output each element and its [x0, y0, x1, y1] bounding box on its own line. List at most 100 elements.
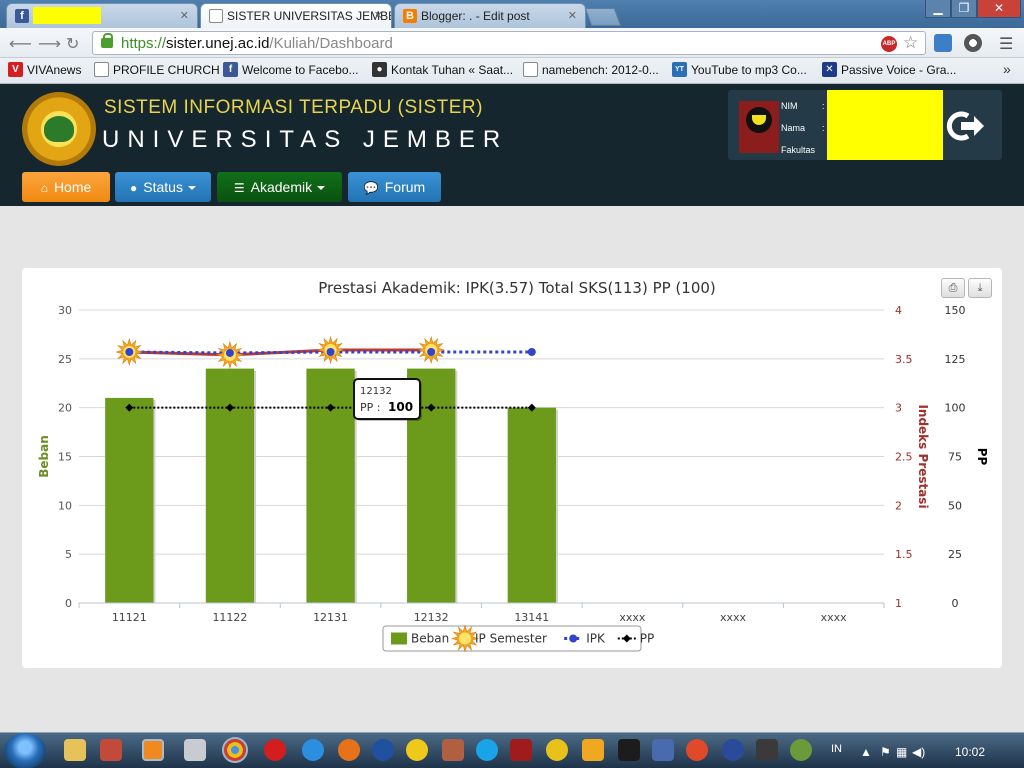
- network-icon[interactable]: ▦: [896, 745, 908, 759]
- bookmark-profile-church[interactable]: PROFILE CHURCH: [94, 62, 220, 77]
- chrome-icon[interactable]: [222, 737, 248, 763]
- nav-label: Status: [143, 179, 183, 195]
- chart-title: Prestasi Akademik: IPK(3.57) Total SKS(1…: [318, 279, 716, 297]
- facebook-icon: f: [15, 9, 29, 23]
- bookmark-label: Kontak Tuhan « Saat...: [391, 63, 514, 77]
- page-icon: [94, 62, 109, 77]
- nama-label: Nama: [781, 123, 806, 133]
- app-icon[interactable]: [372, 739, 394, 761]
- ipk-point: [569, 634, 578, 643]
- avatar: [739, 101, 779, 153]
- pp-point: [427, 403, 436, 412]
- nim-label: NIM: [781, 101, 798, 111]
- language-indicator[interactable]: IN: [831, 743, 842, 755]
- close-window-button[interactable]: ✕: [977, 0, 1021, 18]
- bookmark-youtube-mp3[interactable]: YT YouTube to mp3 Co...: [672, 62, 807, 77]
- messenger-icon[interactable]: [406, 739, 428, 761]
- nav-label: Akademik: [250, 179, 313, 195]
- page-icon: [523, 62, 538, 77]
- ipk-line: [129, 350, 532, 355]
- tab-facebook[interactable]: f ✕: [6, 3, 198, 28]
- app-icon[interactable]: [184, 739, 206, 761]
- nav-forum[interactable]: 💬 Forum: [348, 172, 441, 202]
- wrench-menu-icon[interactable]: ☰: [999, 36, 1014, 53]
- back-button[interactable]: ⟵: [9, 36, 32, 53]
- tab-sister[interactable]: SISTER UNIVERSITAS JEMBER ✕: [200, 3, 392, 28]
- minimize-button[interactable]: ▁: [925, 0, 951, 18]
- new-tab-button[interactable]: [584, 8, 622, 26]
- bookmark-label: PROFILE CHURCH: [113, 63, 220, 77]
- ip-axis-tick-label: 2.5: [895, 451, 913, 464]
- tooltip-box: [353, 378, 421, 420]
- bookmark-namebench[interactable]: namebench: 2012-0...: [523, 62, 659, 77]
- bookmark-vivanews[interactable]: V VIVAnews: [8, 62, 81, 77]
- app-icon[interactable]: [722, 739, 744, 761]
- download-chart-button[interactable]: ⤓: [968, 278, 992, 298]
- nav-label: Forum: [384, 179, 426, 195]
- chevron-down-icon: [187, 186, 196, 191]
- nav-home[interactable]: ⌂ Home: [22, 172, 110, 202]
- ie-icon[interactable]: [302, 739, 324, 761]
- bookmark-facebook[interactable]: f Welcome to Facebo...: [223, 62, 359, 77]
- nama-colon: :: [822, 123, 825, 133]
- clock[interactable]: 10:02: [955, 745, 986, 759]
- tab-blogger[interactable]: B Blogger: . - Edit post ✕: [394, 3, 586, 28]
- tab-close-icon[interactable]: ✕: [179, 10, 189, 22]
- bookmark-label: Passive Voice - Gra...: [841, 63, 957, 77]
- app-icon[interactable]: [582, 739, 604, 761]
- tray-expand-icon[interactable]: ▲: [860, 745, 872, 759]
- x-axis-tick-label: xxxx: [619, 611, 646, 624]
- tooltip-category: 12132: [360, 386, 392, 397]
- app-icon[interactable]: [652, 739, 674, 761]
- tab-close-icon[interactable]: ✕: [373, 10, 383, 22]
- print-chart-button[interactable]: ⎙: [941, 278, 965, 298]
- app-icon[interactable]: [790, 739, 812, 761]
- bookmark-kontak-tuhan[interactable]: ● Kontak Tuhan « Saat...: [372, 62, 514, 77]
- x-axis-tick-label: 12131: [313, 611, 348, 624]
- screenshot-extension-icon[interactable]: [934, 34, 952, 52]
- bookmark-star-icon[interactable]: ☆: [903, 33, 919, 52]
- left-axis-tick-label: 5: [65, 548, 72, 561]
- tray-flag-icon[interactable]: ⚑: [880, 745, 891, 759]
- start-button[interactable]: [4, 733, 46, 768]
- volume-icon[interactable]: ◀): [912, 745, 926, 759]
- explorer-icon[interactable]: [64, 739, 86, 761]
- app-icon[interactable]: [686, 739, 708, 761]
- app-icon[interactable]: [100, 739, 122, 761]
- left-axis-tick-label: 10: [58, 499, 72, 512]
- pp-axis-tick-label: 100: [945, 402, 966, 415]
- address-bar[interactable]: https://sister.unej.ac.id/Kuliah/Dashboa…: [92, 31, 926, 55]
- bar: [105, 397, 154, 603]
- pp-axis-tick-label: 25: [948, 548, 962, 561]
- forward-button[interactable]: ⟶: [38, 36, 61, 53]
- url-host: sister.unej.ac.id: [166, 35, 270, 52]
- left-axis-tick-label: 0: [65, 597, 72, 610]
- ip-axis-tick-label: 4: [895, 304, 902, 317]
- app-icon[interactable]: [510, 739, 532, 761]
- nav-akademik[interactable]: ☰ Akademik: [217, 172, 342, 202]
- page-icon: [209, 9, 223, 23]
- firefox-icon[interactable]: [338, 739, 360, 761]
- adblock-icon[interactable]: ABP: [881, 36, 897, 52]
- maximize-button[interactable]: ❐: [951, 0, 977, 18]
- app-icon[interactable]: [756, 739, 778, 761]
- opera-icon[interactable]: [264, 739, 286, 761]
- app-icon[interactable]: [618, 739, 640, 761]
- more-bookmarks-button[interactable]: »: [1003, 61, 1011, 77]
- app-icon[interactable]: [442, 739, 464, 761]
- skype-icon[interactable]: [476, 739, 498, 761]
- tab-close-icon[interactable]: ✕: [567, 10, 577, 22]
- left-axis-title: Beban: [37, 435, 51, 478]
- pp-axis-tick-label: 0: [952, 597, 959, 610]
- reload-button[interactable]: ↻: [66, 36, 80, 53]
- academic-performance-chart: 0 5 10 15 20 25 30 1 1.5 2 2.5 3 3.5 4 0 25 50 75 100 125 15…: [37, 279, 989, 653]
- ipk-point: [427, 347, 436, 356]
- nav-status[interactable]: ● Status: [115, 172, 211, 202]
- bookmark-passive-voice[interactable]: ✕ Passive Voice - Gra...: [822, 62, 957, 77]
- logout-icon[interactable]: [946, 110, 986, 142]
- app-icon[interactable]: [546, 739, 568, 761]
- legend-swatch-ip-semester: [450, 624, 480, 653]
- extension-icon[interactable]: [964, 34, 982, 52]
- redacted-tab-label: [33, 7, 101, 24]
- media-player-icon[interactable]: [142, 739, 164, 761]
